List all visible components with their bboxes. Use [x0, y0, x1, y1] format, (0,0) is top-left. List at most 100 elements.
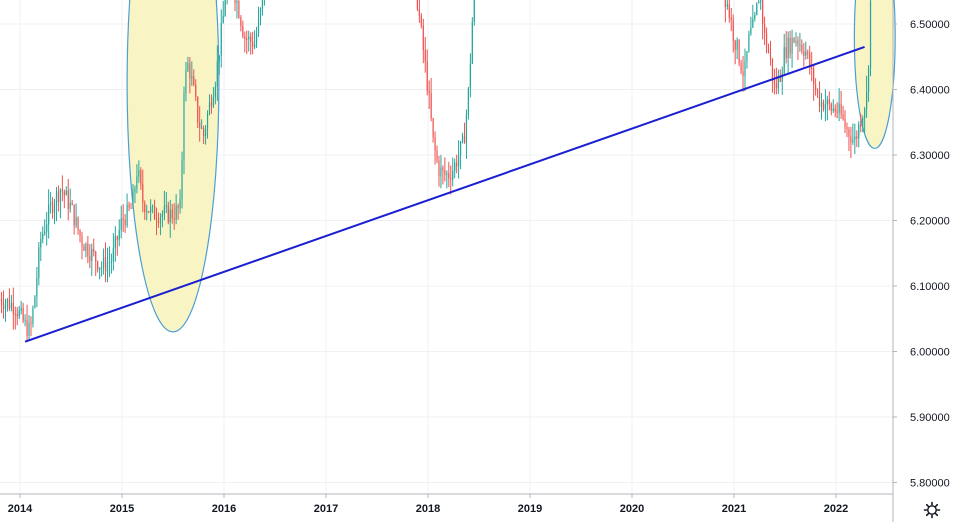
candle-body — [101, 267, 103, 269]
candle-body — [773, 79, 776, 84]
candle-body — [130, 207, 132, 209]
candle-body — [95, 252, 97, 262]
candle-body — [159, 216, 162, 224]
y-tick-label: 6.30000 — [910, 150, 950, 162]
candle-body — [22, 308, 24, 321]
candle-body — [864, 108, 866, 118]
candle-body — [240, 17, 242, 26]
x-tick-label: 2021 — [722, 503, 746, 515]
candle-body — [760, 0, 762, 2]
candle-body — [854, 136, 856, 140]
candle-body — [185, 70, 187, 93]
candle-body — [424, 50, 426, 62]
candle-body — [795, 40, 797, 43]
candle-body — [236, 1, 238, 3]
candle-body — [214, 86, 216, 98]
candle-body — [430, 93, 432, 119]
candle-body — [42, 233, 44, 239]
candle-body — [179, 199, 181, 209]
candle-body — [134, 188, 136, 193]
x-tick-label: 2014 — [8, 503, 33, 515]
x-tick-label: 2020 — [620, 503, 644, 515]
candle-body — [824, 104, 827, 110]
candle-body — [71, 202, 73, 205]
candle-body — [744, 60, 746, 77]
candle-body — [832, 108, 834, 111]
candle-body — [91, 249, 93, 261]
candle-body — [254, 44, 256, 48]
candle-body — [79, 230, 81, 237]
chart-settings-button[interactable] — [921, 499, 943, 521]
candle-body — [838, 103, 840, 113]
candle-body — [50, 202, 52, 205]
y-axis-labels: 5.80000 5.90000 6.00000 6.10000 6.20000 6.300… — [893, 19, 950, 490]
candle-body — [77, 217, 79, 231]
candle-body — [752, 18, 754, 28]
candle-body — [846, 126, 848, 130]
candle-body — [53, 205, 56, 213]
candle-body — [208, 102, 211, 114]
candle-body — [465, 114, 468, 144]
candle-body — [177, 205, 179, 209]
candle-body — [257, 17, 260, 34]
candle-body — [259, 8, 262, 18]
candle-body — [756, 3, 758, 15]
candle-body — [153, 206, 156, 220]
candle-body — [99, 267, 101, 270]
candle-body — [469, 63, 471, 89]
candlestick-series — [0, 0, 872, 340]
y-tick-label: 5.80000 — [910, 478, 950, 490]
candle-body — [10, 302, 12, 309]
candle-body — [148, 211, 150, 213]
candle-body — [138, 170, 140, 177]
candle-body — [867, 67, 870, 92]
candle-body — [734, 40, 736, 50]
candle-body — [840, 103, 842, 114]
candle-body — [858, 124, 860, 139]
candle-body — [69, 202, 71, 209]
candle-body — [81, 236, 83, 247]
candle-body — [764, 23, 766, 34]
candle-body — [140, 170, 142, 185]
candle-body — [55, 191, 58, 206]
candle-body — [767, 48, 770, 53]
candle-body — [426, 61, 428, 91]
candle-body — [815, 84, 817, 90]
candle-body — [173, 218, 175, 220]
candle-body — [150, 206, 152, 213]
candle-body — [67, 190, 69, 209]
candle-body — [428, 90, 430, 94]
x-axis-labels: 2014 2015 2016 2017 2018 2019 2020 2021 2022 — [8, 494, 848, 515]
candle-body — [750, 27, 752, 34]
candle-body — [114, 236, 116, 249]
candle-body — [142, 184, 144, 203]
x-tick-label: 2019 — [518, 503, 542, 515]
candle-body — [167, 205, 169, 223]
candle-body — [850, 136, 852, 143]
candle-body — [826, 99, 828, 105]
candle-body — [246, 39, 248, 41]
candle-body — [862, 117, 864, 127]
candle-body — [434, 136, 436, 151]
candle-body — [93, 249, 95, 253]
candle-body — [816, 89, 819, 93]
candle-body — [8, 299, 11, 309]
candle-body — [728, 4, 730, 18]
highlight-ellipse — [126, 0, 220, 333]
candle-body — [432, 118, 434, 137]
y-tick-label: 6.00000 — [910, 347, 950, 359]
candle-body — [809, 53, 811, 69]
candle-body — [169, 209, 171, 223]
candle-body — [732, 20, 734, 41]
candle-body — [40, 238, 42, 248]
candle-body — [118, 230, 120, 240]
candle-body — [108, 262, 111, 264]
candle-body — [813, 68, 815, 85]
candle-body — [777, 76, 779, 89]
candle-body — [787, 37, 789, 59]
candle-body — [726, 4, 728, 7]
y-tick-label: 6.20000 — [910, 216, 950, 228]
candle-body — [220, 23, 222, 56]
trendline-layer — [24, 45, 865, 343]
candle-body — [187, 63, 189, 71]
